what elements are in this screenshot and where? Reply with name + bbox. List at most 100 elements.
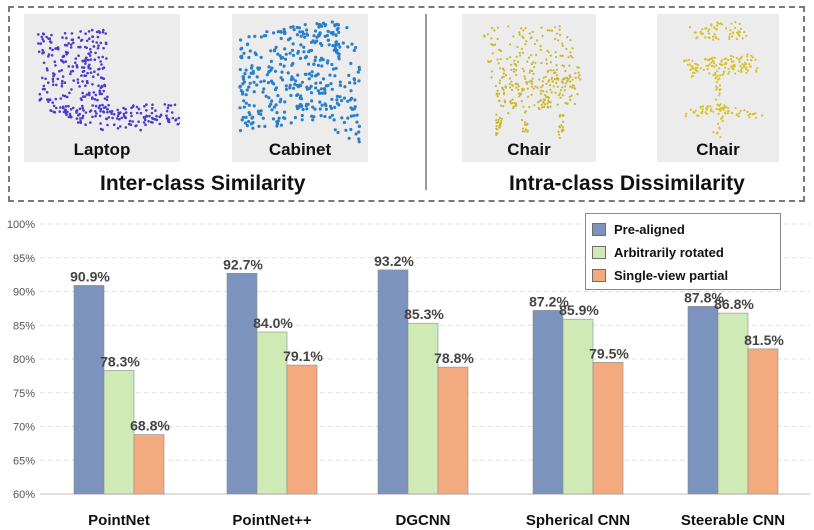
legend-label-single-view-partial: Single-view partial [614,268,729,283]
cloud-point [314,55,318,59]
cloud-point [70,32,74,35]
cloud-point [512,35,515,38]
cloud-point [252,80,256,84]
cloud-point [695,37,698,40]
cloud-point [249,66,254,70]
cloud-point [41,76,44,80]
cloud-point [59,106,62,109]
cloud-point [89,67,92,70]
cloud-point [95,41,98,44]
cloud-point [704,111,707,114]
cloud-point [536,86,539,89]
cloud-point [58,69,61,73]
cloud-point [272,82,276,86]
cloud-point [159,113,163,117]
cloud-point [151,116,154,120]
cloud-point [288,36,292,40]
cloud-point [106,108,109,111]
cloud-point [546,95,550,99]
cloud-point [274,103,278,107]
cloud-point [61,55,65,58]
cloud-point [694,109,697,112]
cloud-point [248,81,252,85]
cloud-point [346,99,350,103]
cloud-point [714,76,717,79]
cloud-point [273,69,278,73]
cloud-point [336,130,340,135]
cloud-point [515,55,518,58]
cloud-point [307,77,311,81]
cloud-point [93,98,97,101]
cloud-point [546,102,549,105]
cloud-point [526,129,529,132]
cloud-point [283,100,287,104]
cloud-point [518,95,521,98]
cloud-point [300,113,304,118]
cloud-point [67,115,71,119]
legend-item-single-view-partial: Single-view partial [592,264,780,287]
cloud-point [716,24,719,27]
cloud-point [262,79,266,83]
cloud-point [38,92,42,96]
cloud-point [721,23,724,26]
cloud-point [572,84,575,87]
cloud-point [328,73,332,77]
cloud-point [571,47,574,50]
cloud-point [253,51,257,55]
cloud-point [736,56,739,60]
cloud-point [727,67,730,71]
cloud-point [728,33,731,36]
cloud-point [76,121,80,124]
cloud-point [512,70,515,73]
cloud-point [305,28,309,32]
cloud-point [528,32,531,35]
cloud-point [755,70,758,73]
cloud-point [252,104,256,108]
cloud-point [334,33,338,37]
cloud-point [252,90,256,94]
cloud-point [554,55,558,59]
cloud-point [520,47,524,51]
cloud-point [491,27,494,30]
legend-swatch-arbitrarily-rotated [592,246,606,259]
cloud-point [504,101,507,104]
cloud-point [165,114,168,117]
cloud-point [288,51,292,55]
cloud-point [92,45,96,48]
cloud-point [52,110,56,114]
cloud-point [276,52,280,56]
cloud-point [531,85,534,88]
cloud-point [294,79,298,83]
cloud-point [558,136,561,139]
cloud-point [558,25,561,28]
cloud-point [503,91,506,94]
cloud-point [81,116,84,120]
cloud-point [248,49,252,53]
cloud-point [79,30,82,33]
cloud-point [290,75,294,79]
cloud-point [707,29,710,32]
cloud-point [47,55,50,58]
cloud-point [738,22,741,25]
cloud-point [98,31,101,34]
cloud-point [717,22,720,25]
chart-legend: Pre-aligned Arbitrarily rotated Single-v… [585,213,781,290]
bar-value-label: 87.8% [684,289,724,305]
cloud-point [323,34,327,38]
cloud-point [718,88,721,91]
cloud-point [710,23,713,26]
cloud-point [521,127,525,130]
cloud-point [289,78,293,82]
cloud-point [749,65,752,68]
cloud-point [716,103,719,106]
cloud-point [299,56,303,61]
cloud-point [554,26,557,29]
cloud-point [515,86,518,89]
cloud-point [739,109,742,112]
cloud-point [716,86,719,89]
cloud-point [495,131,498,134]
cloud-point [705,108,708,111]
cloud-point [122,112,126,116]
cloud-point [357,137,361,141]
cloud-point [99,107,103,111]
